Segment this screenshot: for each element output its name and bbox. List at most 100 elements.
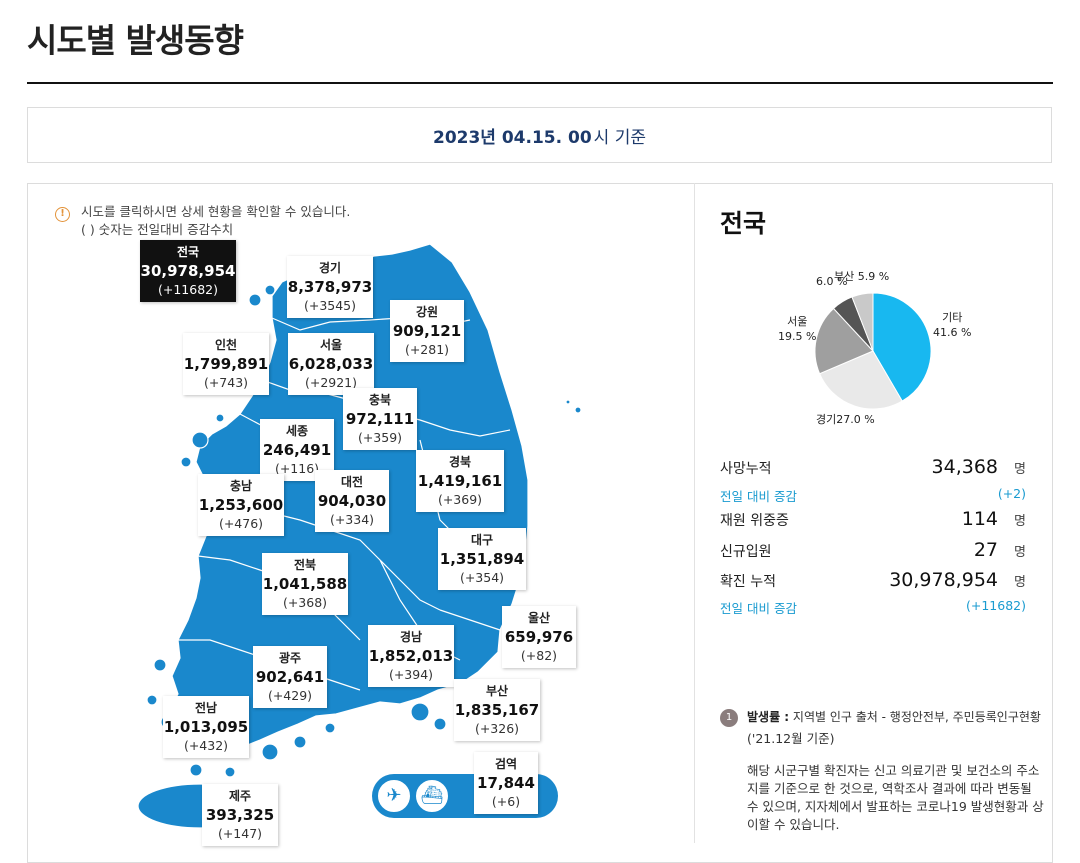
region-count: 8,378,973 [287,278,373,296]
region-card-jeonbuk[interactable]: 전북 1,041,588 (+368) [262,553,348,615]
region-count: 17,844 [477,774,535,792]
region-count: 1,041,588 [262,575,348,593]
region-name: 충북 [368,393,392,407]
pie-slice-4 [851,292,874,352]
stat-unit: 명 [1014,575,1026,590]
region-card-jeju[interactable]: 제주 393,325 (+147) [202,784,278,846]
footnote-heading-text: 지역별 인구 출처 - 행정안전부, 주민등록인구현황 [789,710,1041,724]
region-name: 강원 [415,305,439,319]
region-card-quarantine[interactable]: 검역 17,844 (+6) [474,752,538,814]
region-card-chungnam[interactable]: 충남 1,253,600 (+476) [198,474,284,536]
region-delta: (+11682) [158,282,218,297]
region-name: 충남 [229,479,253,493]
region-name: 광주 [278,651,302,665]
region-name: 제주 [228,789,252,803]
region-name: 울산 [527,611,551,625]
pie-label-value: 27.0 % [836,413,875,426]
pie-label-other: 기타 41.6 % [933,310,971,340]
region-card-chungbuk[interactable]: 충북 972,111 (+359) [343,388,417,450]
region-count: 972,111 [345,410,415,428]
pie-label-small: 6.0 % [816,274,847,289]
region-name: 경남 [399,630,423,644]
footnote-heading: 발생률 : 지역별 인구 출처 - 행정안전부, 주민등록인구현황 [747,708,1041,726]
stat-label: 확진 누적 [720,574,776,590]
region-card-national[interactable]: 전국 30,978,954 (+11682) [140,240,236,302]
pie-label-name: 부산 [834,270,855,283]
region-card-gangwon[interactable]: 강원 909,121 (+281) [390,300,464,362]
footnote-date: ('21.12월 기준) [747,731,835,746]
pie-label-value: 5.9 % [857,270,890,283]
stat-value: 27 [973,539,998,561]
region-card-ulsan[interactable]: 울산 659,976 (+82) [502,606,576,668]
airplane-icon[interactable]: ✈ [376,778,412,814]
change-label: 전일 대비 증감 [720,601,797,616]
panel-divider [694,183,695,843]
region-name: 세종 [285,424,309,438]
region-card-gwangju[interactable]: 광주 902,641 (+429) [253,646,327,708]
page-title: 시도별 발생동향 [27,21,244,60]
region-delta: (+429) [267,688,313,703]
stat-label: 사망누적 [720,461,772,477]
region-count: 1,799,891 [183,355,269,373]
pie-label-seoul: 서울 19.5 % [778,314,816,344]
region-delta: (+368) [282,595,328,610]
region-name: 경북 [448,455,472,469]
region-card-daegu[interactable]: 대구 1,351,894 (+354) [438,528,526,590]
stat-value: 114 [961,508,998,530]
region-count: 904,030 [317,492,387,510]
notice-line-2: ( ) 숫자는 전일대비 증감수치 [81,222,234,237]
region-delta: (+432) [183,738,229,753]
info-icon: ! [55,207,70,222]
region-count: 30,978,954 [140,262,236,280]
region-count: 1,351,894 [439,550,525,568]
region-delta: (+3545) [303,298,357,313]
change-value: (+11682) [966,598,1026,613]
region-delta: (+281) [404,342,450,357]
ship-icon[interactable]: ⛴ [414,778,450,814]
stat-label: 신규입원 [720,544,772,560]
region-delta: (+354) [459,570,505,585]
change-value: (+2) [997,486,1026,501]
region-count: 1,852,013 [368,647,454,665]
region-card-sejong[interactable]: 세종 246,491 (+116) [260,419,334,481]
region-delta: (+743) [203,375,249,390]
region-name: 경기 [318,261,342,275]
stat-unit: 명 [1014,545,1026,560]
share-pie-chart [814,292,932,410]
stat-critical: 재원 위중증 114 명 [720,508,1026,532]
region-card-jeonnam[interactable]: 전남 1,013,095 (+432) [163,696,249,758]
footnote-heading-bold: 발생률 : [747,710,790,724]
stat-deaths-change: 전일 대비 증감 (+2) [720,486,1026,504]
stat-admitted: 신규입원 27 명 [720,539,1026,563]
region-card-daejeon[interactable]: 대전 904,030 (+334) [315,470,389,532]
region-card-gyeonggi[interactable]: 경기 8,378,973 (+3545) [287,256,373,318]
stat-confirmed: 확진 누적 30,978,954 명 [720,569,1026,593]
reference-date-suffix: 시 기준 [593,127,646,148]
region-count: 246,491 [262,441,332,459]
pie-label-value: 41.6 % [933,326,972,339]
region-name: 전북 [293,558,317,572]
region-detail-title: 전국 [720,209,767,238]
region-count: 659,976 [504,628,574,646]
region-card-gyeongbuk[interactable]: 경북 1,419,161 (+369) [416,450,504,512]
region-count: 1,013,095 [163,718,249,736]
region-delta: (+147) [217,826,263,841]
reference-date-value: 2023년 04.15. 00 [432,127,592,148]
pie-label-gyeonggi: 경기27.0 % [816,412,875,427]
region-name: 전국 [176,245,200,259]
stat-confirmed-change: 전일 대비 증감 (+11682) [720,598,1026,616]
region-card-gyeongnam[interactable]: 경남 1,852,013 (+394) [368,625,454,687]
region-name: 인천 [214,338,238,352]
region-delta: (+359) [357,430,403,445]
pie-slice-1 [818,350,903,410]
region-card-seoul[interactable]: 서울 6,028,033 (+2921) [288,333,374,395]
region-delta: (+116) [274,461,320,476]
pie-label-name: 경기 [816,413,837,426]
pie-label-name: 기타 [942,311,963,324]
region-card-busan[interactable]: 부산 1,835,167 (+326) [454,679,540,741]
region-count: 1,253,600 [198,496,284,514]
region-card-incheon[interactable]: 인천 1,799,891 (+743) [183,333,269,395]
region-delta: (+369) [437,492,483,507]
region-delta: (+394) [388,667,434,682]
region-name: 대구 [470,533,494,547]
